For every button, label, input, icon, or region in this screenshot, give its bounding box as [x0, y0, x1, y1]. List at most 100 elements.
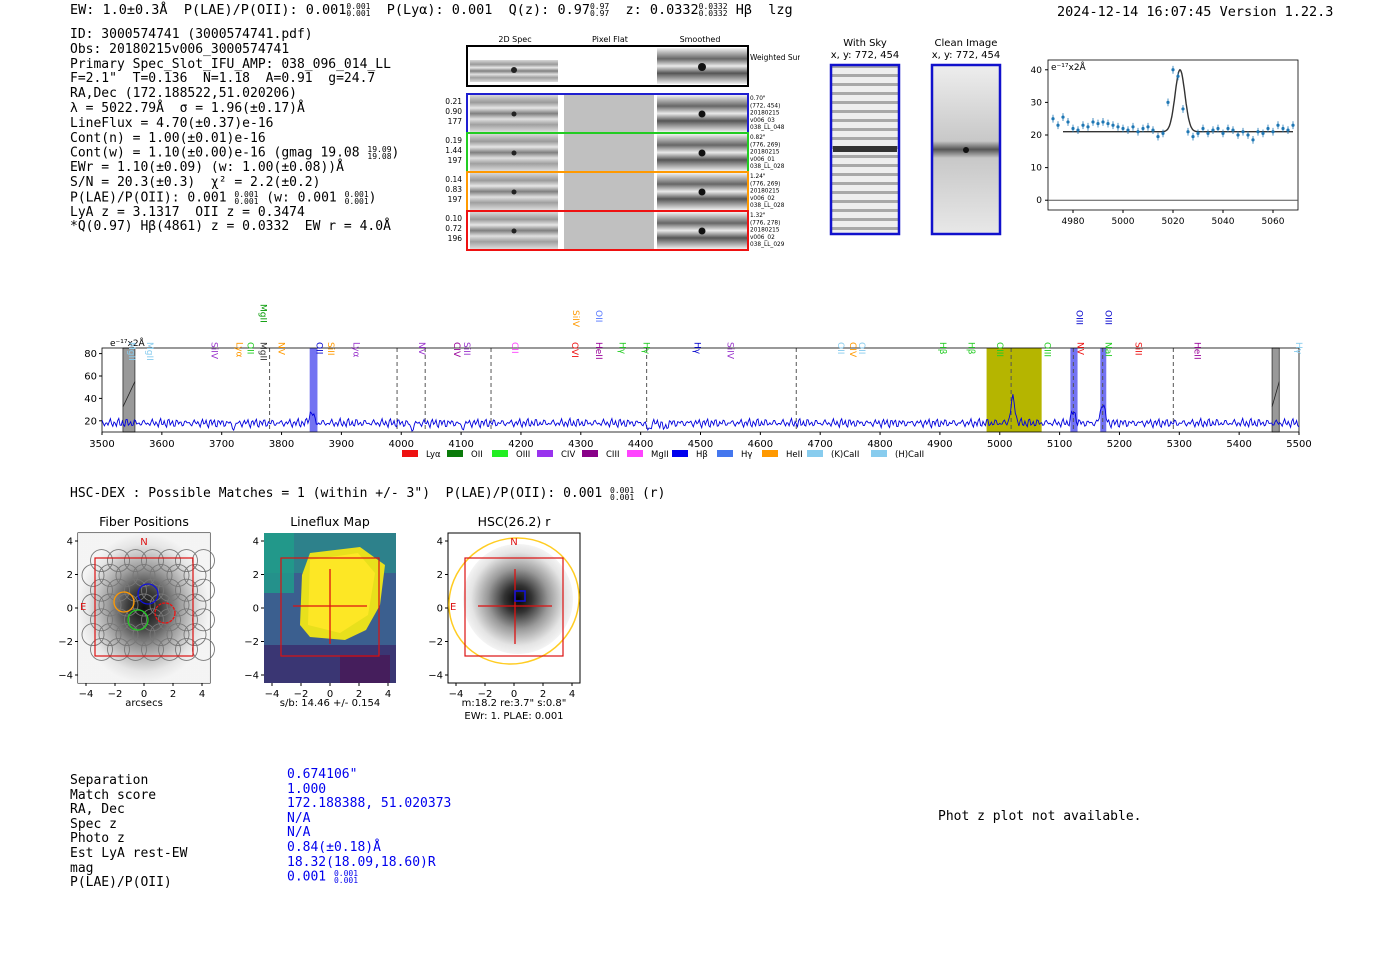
legend-swatch	[447, 450, 463, 457]
header-flag: lzg	[768, 2, 793, 18]
zoom-point	[1096, 121, 1100, 126]
legend-item: CIII	[582, 450, 619, 460]
spectral-line-label: OII	[593, 310, 603, 322]
fiber-circle	[124, 608, 147, 632]
fiber-circle	[107, 608, 130, 632]
zoom-xtick-label: 4980	[1062, 217, 1085, 227]
north-label: N	[140, 537, 147, 548]
table-label: Separation	[70, 773, 149, 788]
zoom-point	[1106, 121, 1110, 126]
fiber-circle	[107, 578, 130, 602]
spectrum-xtick-label: 4200	[508, 439, 533, 450]
hsc-xtick-label: −4	[79, 689, 94, 700]
hsc-ytick-label: 4	[67, 537, 73, 548]
hsc-north-label: N	[510, 537, 517, 548]
zoom-xtick-label: 5060	[1262, 217, 1285, 227]
zoom-point	[1261, 131, 1265, 135]
fiber-circle	[166, 593, 190, 617]
hsc-r-xlabel2: EWr: 1. PLAE: 0.001	[464, 711, 563, 722]
info-contn: Cont(n) = 1.00(±0.01)e-16	[70, 130, 266, 146]
spectrum-xtick-label: 4600	[748, 439, 773, 450]
info-lineflux: LineFlux = 4.70(±0.37)e-16	[70, 115, 274, 131]
fiber-circle	[141, 637, 164, 661]
fiber-positions-title: Fiber Positions	[99, 514, 189, 529]
clean-coords: x, y: 772, 454	[932, 50, 1001, 61]
cutout-meta: 196	[448, 234, 463, 243]
hsc-xtick-label: 4	[569, 689, 575, 700]
spectral-line-label: CII	[509, 342, 519, 354]
hsc-east-label: E	[450, 602, 456, 613]
cutout-pixelflat	[564, 212, 654, 249]
zoom-xtick-label: 5040	[1212, 217, 1235, 227]
info-plae: P(LAE)/P(OII): 0.001 0.001 0.001 (w: 0.00…	[70, 189, 377, 206]
zoom-point	[1271, 130, 1275, 134]
spectral-line-label: Hβ	[937, 342, 947, 355]
info-q: *Q(0.97) Hβ(4861) z = 0.0332 EW r = 4.0Å	[70, 219, 391, 235]
cutout-smoothed-source	[698, 188, 706, 196]
fiber-circle	[166, 623, 190, 647]
hsc-ytick-label: 4	[437, 537, 443, 548]
spectral-line-label: Hβ	[966, 342, 976, 355]
fiber-positions-panel: Fiber Positions N E arcsecs	[77, 514, 215, 709]
legend-swatch	[672, 450, 688, 457]
cutout-smoothed-source	[698, 227, 706, 235]
zoom-ytick-label: 20	[1031, 131, 1043, 141]
cutout-fiber-info: 20180215	[750, 189, 780, 195]
spectrum-line-band	[309, 348, 318, 432]
fiber-circle	[107, 637, 130, 661]
fiber-circle	[158, 549, 181, 573]
legend-swatch	[627, 450, 643, 457]
spectrum-line-band	[1070, 348, 1078, 432]
spectrum-xtick-label: 4900	[927, 439, 952, 450]
cutout-meta: 0.21	[445, 97, 462, 106]
legend-swatch	[492, 450, 508, 457]
hsc-xtick-label: −2	[478, 689, 493, 700]
cutout-meta: 197	[448, 195, 463, 204]
spectral-line-label: SiIV	[724, 342, 734, 360]
cutout-fiber-info: 038_LL_028	[750, 203, 785, 209]
spectrum-xtick-label: 5200	[1107, 439, 1132, 450]
zoom-point	[1211, 128, 1215, 132]
zoom-ytick-label: 0	[1036, 196, 1042, 206]
legend-label: CIV	[561, 450, 575, 460]
fiber-circle	[90, 578, 113, 602]
zoom-point	[1291, 123, 1295, 127]
table-value: N/A	[287, 825, 311, 841]
zoom-point	[1156, 135, 1160, 139]
spectrum-highlight-band	[986, 348, 1042, 432]
hsc-dex-summary: HSC-DEX : Possible Matches = 1 (within +…	[70, 485, 666, 502]
hsc-xtick-label: −2	[294, 689, 309, 700]
zoom-point	[1191, 135, 1195, 139]
table-label: Est LyA rest-EW	[70, 845, 188, 861]
legend-label: MgII	[651, 450, 669, 460]
table-label: P(LAE)/P(OII)	[70, 875, 172, 891]
hsc-r-galaxy	[463, 544, 573, 654]
zoom-point	[1251, 138, 1255, 142]
hsc-ytick-label: −2	[244, 637, 259, 648]
hsc-xtick-label: −2	[108, 689, 123, 700]
info-radec: RA,Dec (172.188522,51.020206)	[70, 86, 297, 102]
with-sky-source	[833, 146, 897, 152]
spectrum-line	[101, 394, 1300, 432]
cutout-fiber-info: v006_01	[750, 157, 775, 163]
spectrum-xtick-label: 3600	[149, 439, 174, 450]
fiber-circle	[124, 637, 147, 661]
table-value: 18.32(18.09,18.60)R	[287, 854, 436, 870]
table-value: 1.000	[287, 781, 327, 797]
zoom-point	[1091, 120, 1095, 124]
spectral-line-label: OIII	[994, 342, 1004, 357]
fiber-circle	[90, 637, 113, 661]
spectral-line-label: OII	[313, 342, 323, 354]
header-z: z: 0.0332	[625, 2, 699, 18]
info-ewr: EWr = 1.10(±0.09) (w: 1.00(±0.08))Å	[70, 160, 344, 176]
legend-item: OII	[447, 450, 483, 460]
zoom-point	[1136, 130, 1140, 134]
spectral-line-label: Hγ	[692, 342, 702, 355]
spectrum-gray-hatch	[1271, 381, 1280, 407]
hsc-r-title: HSC(26.2) r	[478, 514, 552, 529]
clean-source	[963, 147, 969, 153]
clean-title: Clean Image	[935, 38, 998, 49]
legend-item: MgII	[627, 450, 669, 460]
hsc-r-panel: HSC(26.2) r N E m:18.2 re:3.7" s:0.8" EW…	[447, 514, 581, 722]
